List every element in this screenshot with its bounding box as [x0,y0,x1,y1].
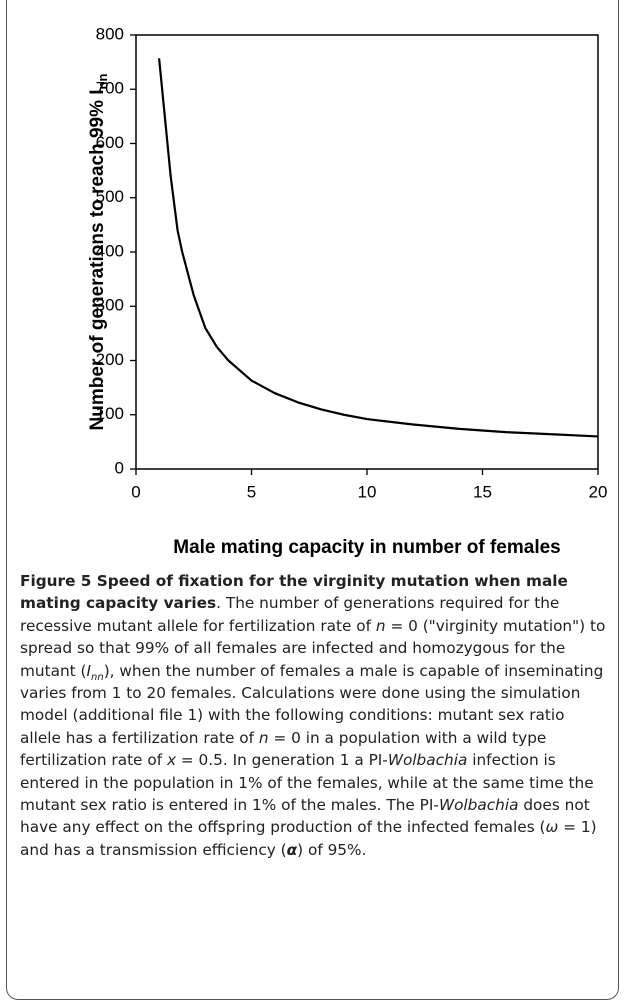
x-tick-label: 10 [358,482,377,501]
y-tick-label: 500 [96,187,124,206]
x-tick-label: 20 [589,482,608,501]
y-tick-label: 100 [96,404,124,423]
caption-text: does not have any effect on the offsprin… [20,796,590,837]
x-axis-label: Male mating capacity in number of female… [173,537,561,558]
caption-title: Figure 5 Speed of fixation for the virgi… [20,572,568,613]
caption-text: = 0 ("virginity mutation") to spread so … [20,616,606,680]
caption-text: ) of 95%. [297,840,367,859]
y-tick-label: 200 [96,350,124,369]
y-tick-label: 400 [96,241,124,260]
caption-text: ), when the number of females a male is … [20,661,604,747]
y-axis-label-text: Number of generations to reach 99% I [87,89,108,430]
x-tick-label: 15 [473,482,492,501]
caption-text: α [286,840,298,859]
figure-frame [6,0,619,1000]
caption-text: infection is entered in the population i… [20,751,594,815]
y-axis-label: Number of generations to reach 99% Inn [87,73,110,430]
caption-text: n [375,616,386,635]
x-tick-label: 0 [131,482,140,501]
caption-text: nn [91,671,104,683]
caption: Figure 5 Speed of fixation for the virgi… [20,570,610,861]
y-tick-label: 600 [96,133,124,152]
caption-text: ω [545,818,559,837]
caption-text: Wolbachia [438,796,519,815]
caption-text: I [86,661,92,680]
y-tick-label: 0 [115,458,124,477]
y-tick-label: 700 [96,79,124,98]
caption-text: x [166,751,177,770]
y-tick-label: 300 [96,296,124,315]
y-axis-label-subscript: nn [95,73,110,89]
caption-text: Wolbachia [387,751,468,770]
caption-text: = 0 in a population with a wild type fer… [20,728,547,770]
y-tick-label: 800 [96,24,124,43]
plot-frame [135,34,599,470]
caption-text: = 0.5. In generation 1 a PI- [176,751,388,770]
caption-text: = 1) and has a transmission efficiency ( [20,818,597,859]
x-tick-label: 5 [247,482,256,501]
caption-text: n [258,728,269,747]
caption-text: . The number of generations required for… [20,594,560,635]
data-line [158,58,599,438]
chart: Male mating capacity in number of female… [87,24,608,558]
